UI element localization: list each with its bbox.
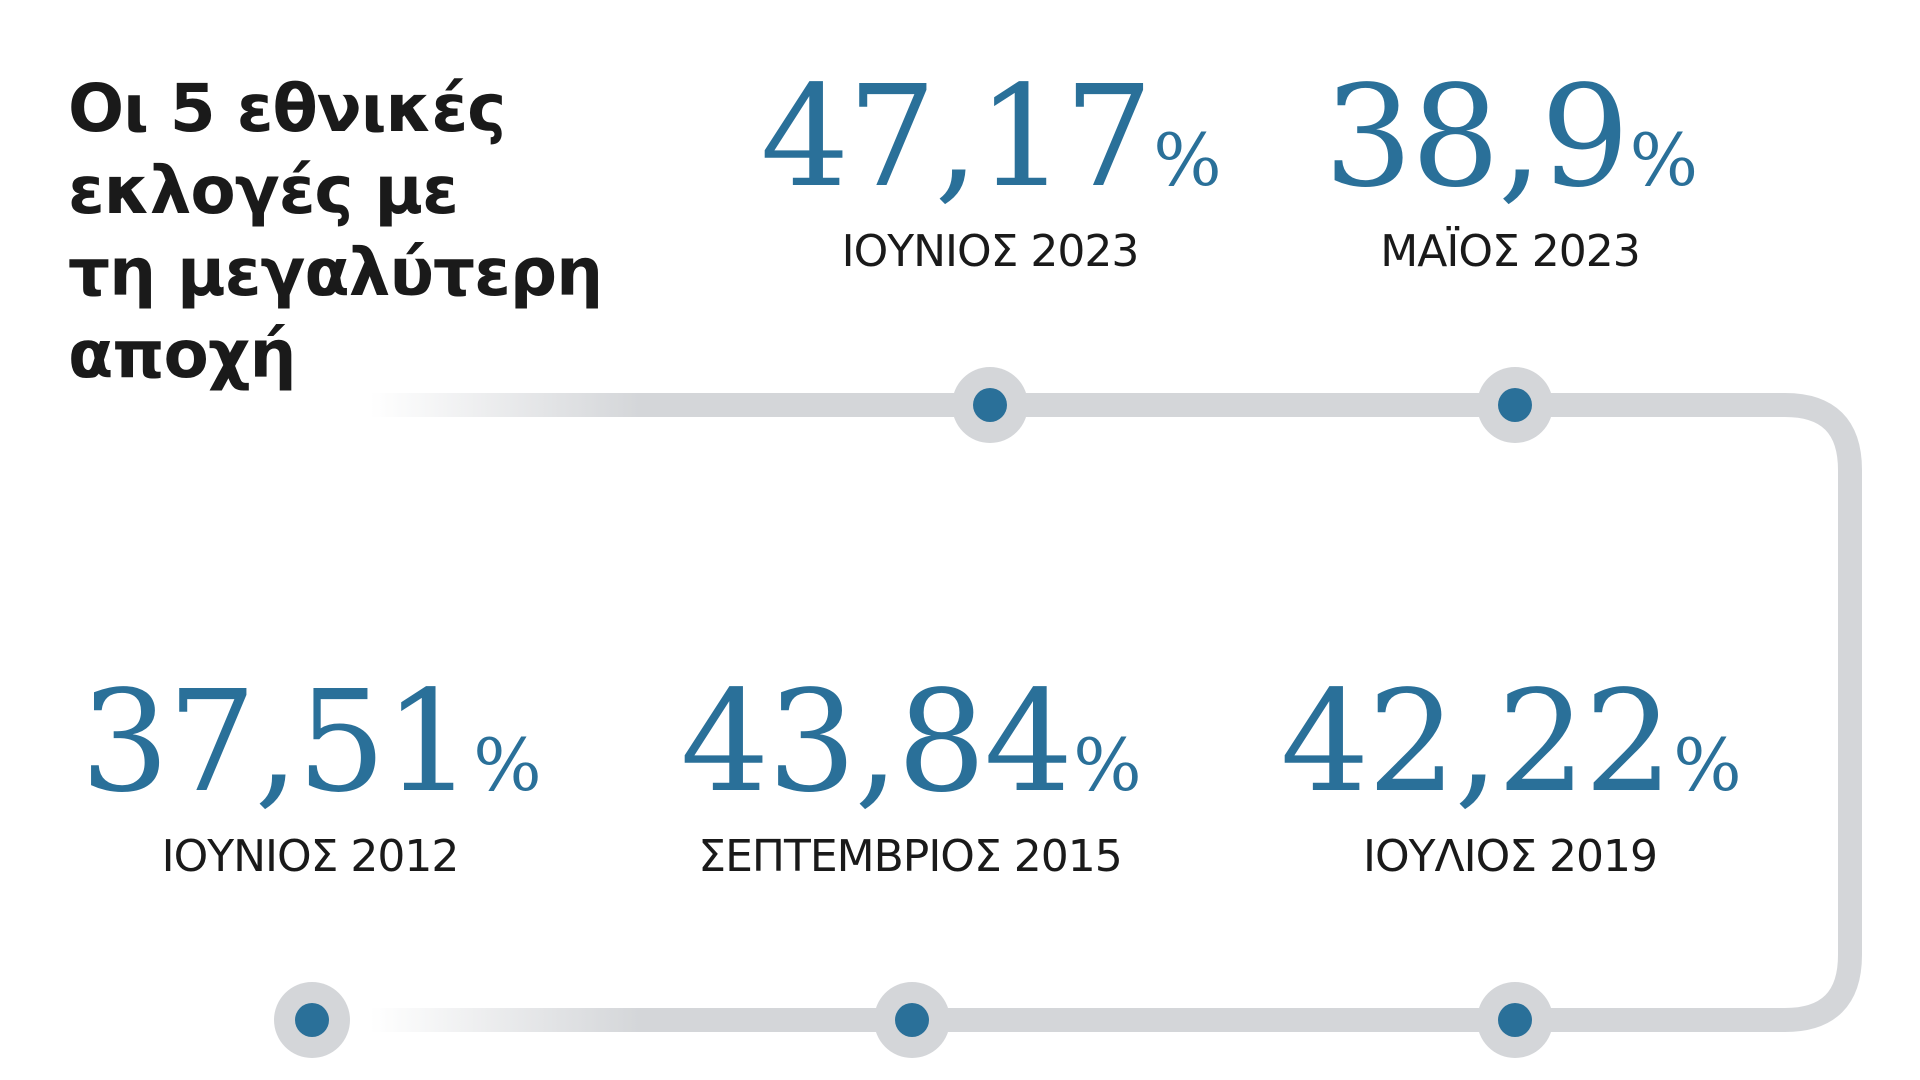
title-line: εκλογές με xyxy=(68,152,459,229)
election-date-label: ΙΟΥΛΙΟΣ 2019 xyxy=(1363,831,1658,882)
entry-june-2023: 47,17% ΙΟΥΝΙΟΣ 2023 xyxy=(730,68,1250,278)
percentage-value: 47,17% xyxy=(730,68,1250,208)
entry-july-2019: 42,22% ΙΟΥΛΙΟΣ 2019 xyxy=(1260,673,1760,883)
page-title: Οι 5 εθνικές εκλογές με τη μεγαλύτερη απ… xyxy=(68,68,708,396)
percent-sign: % xyxy=(1073,723,1141,807)
entry-may-2023: 38,9% ΜΑΪΟΣ 2023 xyxy=(1260,68,1760,278)
percentage-number: 43,84 xyxy=(680,661,1073,824)
percentage-number: 37,51 xyxy=(80,661,473,824)
title-line: τη μεγαλύτερη xyxy=(68,234,603,311)
percent-sign: % xyxy=(1153,118,1221,202)
title-line: αποχή xyxy=(68,316,296,393)
timeline-marker-dot xyxy=(895,1003,929,1037)
timeline-marker-dot xyxy=(973,388,1007,422)
percent-sign: % xyxy=(1673,723,1741,807)
percent-sign: % xyxy=(473,723,541,807)
timeline-marker-dot xyxy=(1498,388,1532,422)
election-date-label: ΣΕΠΤΕΜΒΡΙΟΣ 2015 xyxy=(698,831,1122,882)
percentage-value: 38,9% xyxy=(1260,68,1760,208)
timeline-marker-dot xyxy=(295,1003,329,1037)
percent-sign: % xyxy=(1629,118,1698,202)
entry-june-2012: 37,51% ΙΟΥΝΙΟΣ 2012 xyxy=(60,673,560,883)
election-date-label: ΙΟΥΝΙΟΣ 2012 xyxy=(161,831,460,882)
timeline-marker-dot xyxy=(1498,1003,1532,1037)
election-date-label: ΙΟΥΝΙΟΣ 2023 xyxy=(841,226,1140,277)
percentage-value: 43,84% xyxy=(650,673,1170,813)
percentage-number: 42,22 xyxy=(1280,661,1673,824)
timeline-track xyxy=(300,393,1862,1032)
percentage-number: 47,17 xyxy=(760,56,1153,219)
percentage-value: 42,22% xyxy=(1260,673,1760,813)
percentage-value: 37,51% xyxy=(60,673,560,813)
percentage-number: 38,9 xyxy=(1323,56,1630,219)
election-date-label: ΜΑΪΟΣ 2023 xyxy=(1380,226,1640,277)
title-line: Οι 5 εθνικές xyxy=(68,70,506,147)
entry-september-2015: 43,84% ΣΕΠΤΕΜΒΡΙΟΣ 2015 xyxy=(650,673,1170,883)
